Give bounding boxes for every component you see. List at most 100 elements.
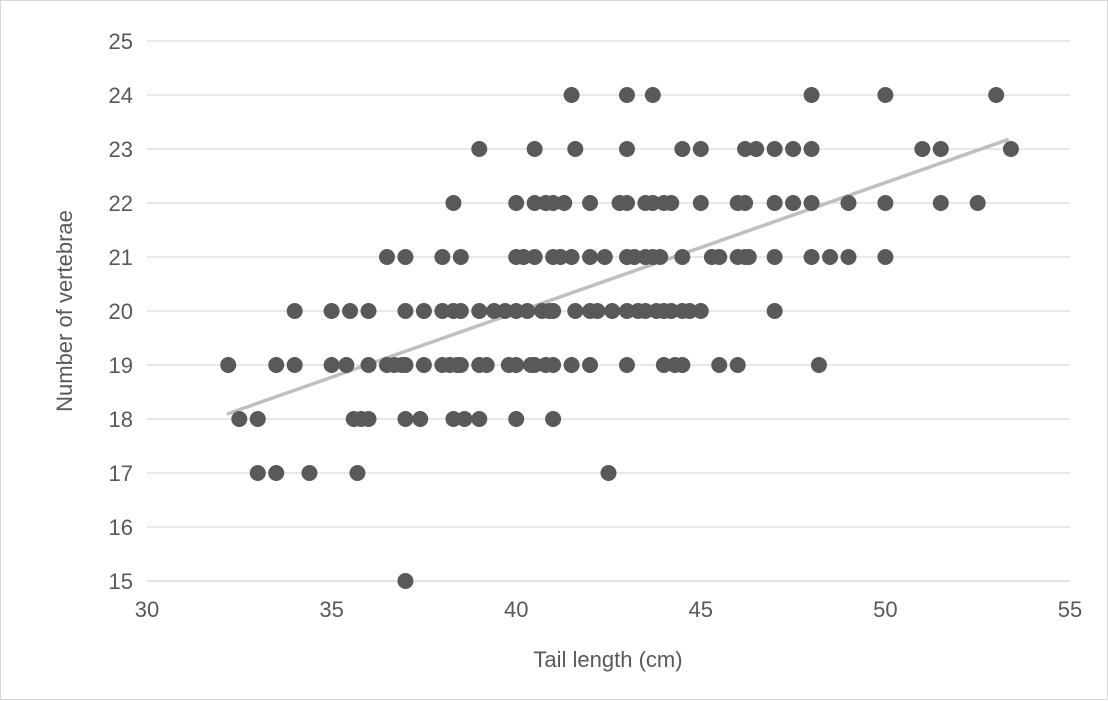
data-point [582, 249, 599, 265]
data-point [220, 357, 237, 373]
data-point [508, 357, 525, 373]
data-point [692, 303, 709, 319]
data-point [434, 249, 451, 265]
data-point [519, 303, 536, 319]
data-point [552, 249, 569, 265]
data-point [497, 303, 514, 319]
y-tick-label: 18 [109, 407, 133, 432]
data-point [508, 195, 525, 211]
data-point [596, 249, 613, 265]
data-point [323, 357, 340, 373]
data-point [582, 357, 599, 373]
x-tick-label: 50 [873, 597, 897, 622]
y-tick-label: 20 [109, 299, 133, 324]
y-tick-label: 21 [109, 245, 133, 270]
y-tick-label: 19 [109, 353, 133, 378]
y-tick-label: 17 [109, 461, 133, 486]
data-point [877, 249, 894, 265]
data-point [740, 249, 757, 265]
data-point [711, 357, 728, 373]
data-point [268, 357, 285, 373]
data-point [840, 195, 857, 211]
data-point [674, 249, 691, 265]
data-point [249, 465, 266, 481]
data-point [618, 87, 635, 103]
data-point [589, 303, 606, 319]
data-point [515, 249, 532, 265]
y-tick-label: 23 [109, 137, 133, 162]
data-point [644, 87, 661, 103]
data-point [412, 411, 429, 427]
data-point [508, 411, 525, 427]
data-point [567, 141, 584, 157]
data-point [249, 411, 266, 427]
data-point [508, 303, 525, 319]
data-point [582, 195, 599, 211]
data-point [471, 141, 488, 157]
data-point [434, 303, 451, 319]
data-point [785, 141, 802, 157]
x-tick-label: 35 [319, 597, 343, 622]
data-point [397, 573, 414, 589]
data-point [323, 303, 340, 319]
data-point [644, 195, 661, 211]
y-tick-label: 22 [109, 191, 133, 216]
x-axis-title: Tail length (cm) [533, 647, 682, 672]
data-point [674, 141, 691, 157]
x-tick-label: 45 [689, 597, 713, 622]
data-point [932, 195, 949, 211]
y-axis-title: Number of vertebrae [52, 210, 77, 412]
data-point [674, 357, 691, 373]
data-point [545, 357, 562, 373]
data-point [626, 249, 643, 265]
data-point [286, 357, 303, 373]
data-point [526, 249, 543, 265]
data-point [822, 249, 839, 265]
y-tick-label: 24 [109, 83, 133, 108]
data-point [563, 87, 580, 103]
data-point [655, 357, 672, 373]
data-point [711, 249, 728, 265]
data-point [803, 87, 820, 103]
data-point [452, 303, 469, 319]
data-point [415, 303, 432, 319]
y-tick-label: 25 [109, 29, 133, 54]
data-point [803, 141, 820, 157]
data-point [567, 303, 584, 319]
data-point [803, 249, 820, 265]
data-point [342, 303, 359, 319]
x-tick-label: 30 [135, 597, 159, 622]
data-point [652, 249, 669, 265]
data-point [301, 465, 318, 481]
data-point [618, 357, 635, 373]
data-point [471, 303, 488, 319]
data-point [378, 249, 395, 265]
data-point [338, 357, 355, 373]
data-point [360, 411, 377, 427]
data-point [526, 357, 543, 373]
data-point [456, 411, 473, 427]
x-tick-label: 40 [504, 597, 528, 622]
data-point [785, 195, 802, 211]
data-point [737, 141, 754, 157]
data-point [471, 411, 488, 427]
data-point [545, 411, 562, 427]
data-point [932, 141, 949, 157]
data-point [1002, 141, 1019, 157]
data-point [840, 249, 857, 265]
data-point [556, 195, 573, 211]
y-tick-label: 16 [109, 515, 133, 540]
data-point [349, 465, 366, 481]
data-point [563, 249, 580, 265]
data-point [397, 249, 414, 265]
trendline [226, 138, 1009, 416]
data-point [877, 195, 894, 211]
data-point [766, 303, 783, 319]
data-point [268, 465, 285, 481]
y-tick-label: 15 [109, 569, 133, 594]
data-point [452, 249, 469, 265]
data-point [663, 303, 680, 319]
data-point [766, 249, 783, 265]
data-point [600, 465, 617, 481]
